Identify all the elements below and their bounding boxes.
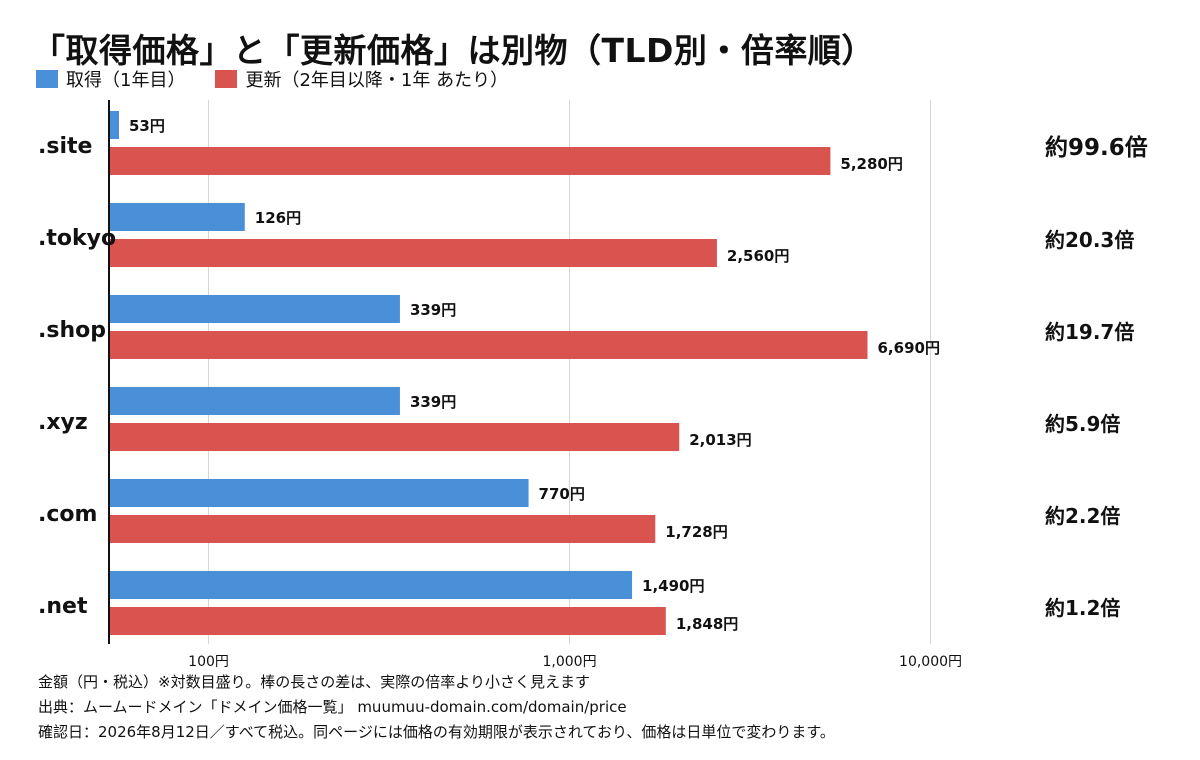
data-label-renew-2: 6,690円 <box>878 339 940 357</box>
bar-renew-5 <box>109 607 666 635</box>
category-label-1: .tokyo <box>38 226 116 251</box>
chart-title: 「取得価格」と「更新価格」は別物（TLD別・倍率順） <box>32 31 875 70</box>
data-label-acquire-2: 339円 <box>410 301 456 319</box>
bar-acquire-1 <box>109 203 245 231</box>
bar-renew-1 <box>109 239 717 267</box>
data-label-acquire-1: 126円 <box>255 209 301 227</box>
category-label-0: .site <box>38 134 92 159</box>
note-source: 出典：ムームードメイン「ドメイン価格一覧」 muumuu-domain.com/… <box>38 698 627 716</box>
data-label-renew-4: 1,728円 <box>665 523 727 541</box>
category-label-3: .xyz <box>38 410 88 435</box>
x-tick-label-2: 10,000円 <box>899 654 962 670</box>
data-label-renew-3: 2,013円 <box>689 431 751 449</box>
bar-acquire-2 <box>109 295 400 323</box>
bar-acquire-0 <box>109 111 119 139</box>
note-date: 確認日：2026年8月12日／すべて税込。同ページには価格の有効期限が表示されて… <box>38 723 835 741</box>
legend: 取得（1年目） 更新（2年目以降・1年 あたり） <box>36 66 538 92</box>
bar-renew-0 <box>109 147 831 175</box>
ratio-label-0: 約99.6倍 <box>1045 134 1148 161</box>
legend-swatch-acquire <box>36 70 58 88</box>
ratio-label-1: 約20.3倍 <box>1045 228 1134 252</box>
data-label-acquire-4: 770円 <box>539 485 585 503</box>
bar-renew-4 <box>109 515 656 543</box>
data-label-acquire-0: 53円 <box>129 117 165 135</box>
ratio-label-5: 約1.2倍 <box>1045 596 1120 620</box>
footnotes: 金額（円・税込）※対数目盛り。棒の長さの差は、実際の倍率より小さく見えます 出典… <box>38 670 835 745</box>
legend-item-renew: 更新（2年目以降・1年 あたり） <box>215 66 508 92</box>
category-label-2: .shop <box>38 318 106 343</box>
data-label-renew-0: 5,280円 <box>840 155 902 173</box>
legend-label-acquire: 取得（1年目） <box>66 70 186 91</box>
bar-acquire-5 <box>109 571 633 599</box>
category-label-4: .com <box>38 502 97 527</box>
bar-renew-3 <box>109 423 680 451</box>
ratio-label-3: 約5.9倍 <box>1045 412 1120 436</box>
ratio-label-4: 約2.2倍 <box>1045 504 1120 528</box>
data-label-acquire-3: 339円 <box>410 393 456 411</box>
data-label-renew-1: 2,560円 <box>727 247 789 265</box>
note-unit: 金額（円・税込）※対数目盛り。棒の長さの差は、実際の倍率より小さく見えます <box>38 673 590 691</box>
legend-swatch-renew <box>215 70 238 88</box>
ratio-label-2: 約19.7倍 <box>1045 320 1134 344</box>
data-label-renew-5: 1,848円 <box>676 615 738 633</box>
legend-item-acquire: 取得（1年目） <box>36 66 185 92</box>
bar-acquire-3 <box>109 387 400 415</box>
bar-acquire-4 <box>109 479 529 507</box>
data-label-acquire-5: 1,490円 <box>642 577 704 595</box>
x-tick-label-1: 1,000円 <box>542 654 596 670</box>
x-tick-label-0: 100円 <box>188 654 229 670</box>
bar-renew-2 <box>109 331 868 359</box>
category-label-5: .net <box>38 594 88 619</box>
legend-label-renew: 更新（2年目以降・1年 あたり） <box>245 70 509 91</box>
